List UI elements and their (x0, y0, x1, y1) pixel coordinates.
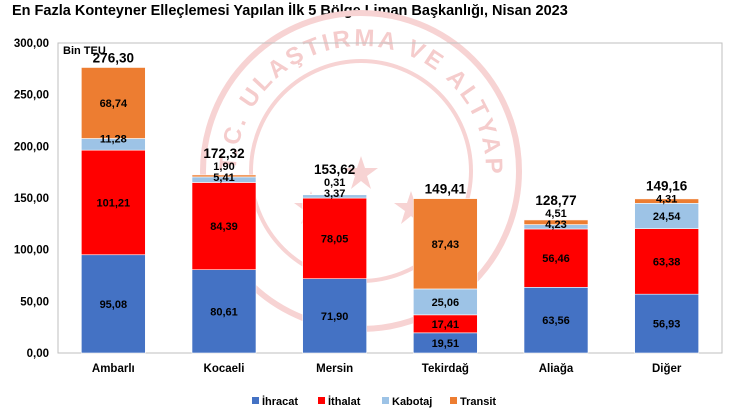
data-label-İhracat: 56,93 (653, 319, 681, 331)
data-label-İthalat: 78,05 (321, 233, 349, 245)
bar-total-label: 276,30 (93, 50, 134, 65)
bar-total-label: 149,16 (646, 178, 688, 193)
y-tick-label: 150,00 (14, 193, 49, 205)
ministry-seal-watermark: T.C. ULAŞTIRMA VE ALTYAPI BAKANLIĞI (196, 6, 522, 332)
bar-total-label: 149,41 (425, 182, 467, 197)
bar-segment-İhracat (523, 287, 589, 354)
bar-segment-Transit (413, 198, 478, 290)
data-label-Transit: 87,43 (432, 239, 460, 251)
y-tick-label: 100,00 (14, 245, 49, 257)
data-label-Transit: 0,31 (324, 177, 345, 189)
bar-segment-Transit (302, 193, 367, 196)
data-label-İhracat: 19,51 (432, 338, 460, 350)
data-label-Kabotaj: 5,41 (213, 172, 234, 184)
data-label-Kabotaj: 24,54 (653, 211, 681, 223)
bar-segment-Kabotaj (634, 203, 699, 229)
y-tick-label: 0,00 (27, 348, 49, 360)
legend-label-Transit: Transit (460, 396, 496, 408)
plot-area-frame (57, 42, 723, 354)
x-category-label: Mersin (316, 363, 353, 375)
chart-title: En Fazla Konteyner Elleçlemesi Yapılan İ… (12, 3, 568, 19)
data-label-İthalat: 56,46 (542, 253, 570, 265)
bar-segment-Kabotaj (413, 288, 478, 316)
data-label-İhracat: 80,61 (210, 306, 238, 318)
data-label-İthalat: 63,38 (653, 256, 681, 268)
bar-segment-İthalat (81, 149, 146, 256)
x-category-label: Diğer (652, 363, 682, 375)
data-label-Transit: 4,51 (545, 208, 566, 220)
x-category-label: Aliağa (539, 363, 574, 375)
bar-segment-Transit (191, 174, 257, 178)
data-label-İthalat: 84,39 (210, 221, 238, 233)
bar-segment-İthalat (191, 182, 257, 271)
bar-total-label: 153,62 (314, 162, 355, 177)
data-label-İthalat: 101,21 (97, 197, 131, 209)
legend-label-Kabotaj: Kabotaj (392, 396, 432, 408)
bar-total-label: 172,32 (203, 146, 244, 161)
y-unit-label: Bin TEU (63, 45, 106, 57)
data-label-Transit: 68,74 (100, 98, 128, 110)
bar-segment-Transit (523, 219, 589, 225)
legend-swatch-Transit (450, 397, 457, 404)
data-label-İhracat: 63,56 (542, 315, 570, 327)
data-label-Kabotaj: 4,23 (545, 219, 566, 231)
legend-swatch-İthalat (318, 397, 325, 404)
data-label-Kabotaj: 25,06 (432, 297, 460, 309)
data-label-Kabotaj: 3,37 (324, 188, 345, 200)
bar-segment-İhracat (634, 293, 699, 354)
bar-segment-Transit (81, 67, 146, 139)
legend-label-İhracat: İhracat (262, 395, 298, 408)
bar-segment-Transit (634, 198, 699, 204)
x-category-label: Kocaeli (204, 363, 245, 375)
legend-label-İthalat: İthalat (328, 395, 361, 408)
data-label-Kabotaj: 11,28 (100, 134, 127, 146)
data-label-İthalat: 17,41 (432, 319, 460, 331)
y-tick-label: 50,00 (20, 296, 49, 308)
y-tick-label: 300,00 (14, 38, 49, 50)
data-label-İhracat: 71,90 (321, 311, 349, 323)
legend-swatch-İhracat (252, 397, 259, 404)
data-label-Transit: 4,31 (656, 193, 677, 205)
bar-segment-İhracat (302, 278, 367, 354)
bar-segment-İhracat (191, 269, 257, 354)
y-tick-label: 250,00 (14, 90, 49, 102)
bar-total-label: 128,77 (535, 193, 576, 208)
x-category-label: Ambarlı (92, 363, 135, 375)
data-label-İhracat: 95,08 (100, 299, 128, 311)
x-category-label: Tekirdağ (422, 363, 469, 375)
legend-swatch-Kabotaj (382, 397, 389, 404)
y-tick-label: 200,00 (14, 141, 49, 153)
bar-segment-İthalat (523, 228, 589, 288)
data-label-Transit: 1,90 (213, 161, 234, 173)
